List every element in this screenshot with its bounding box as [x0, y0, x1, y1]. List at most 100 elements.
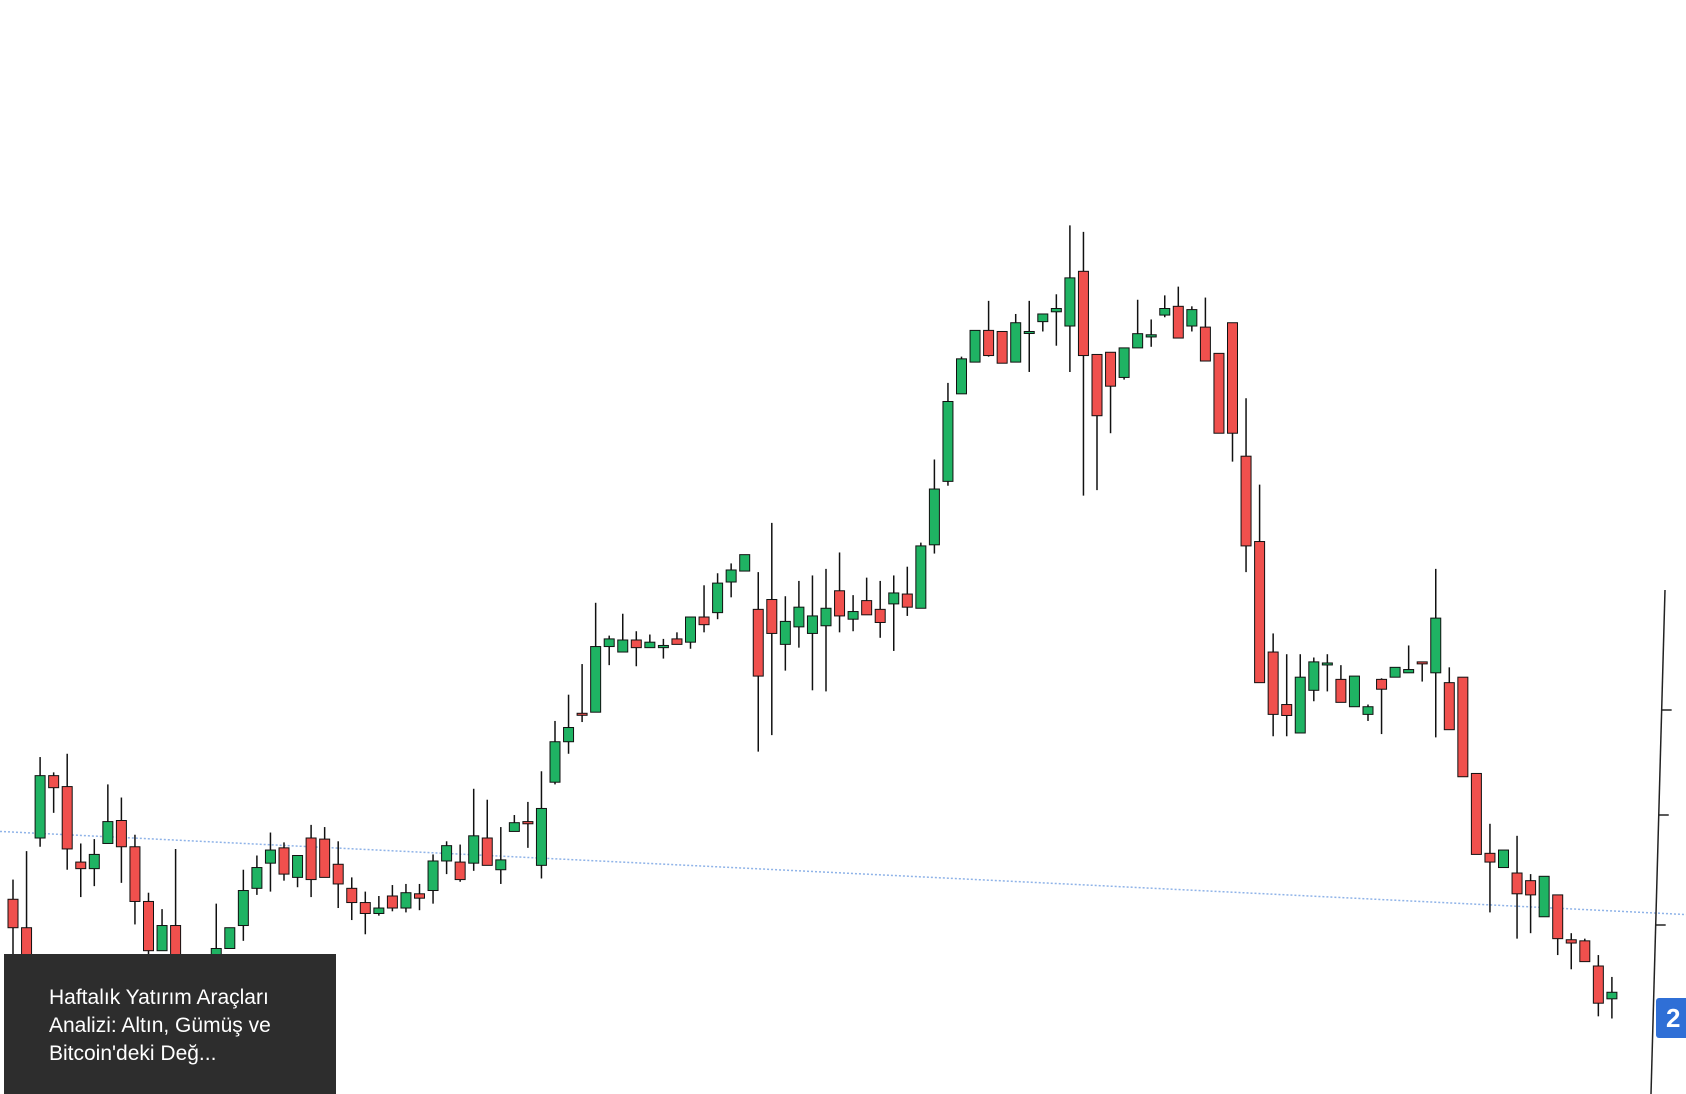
candle [522, 801, 534, 848]
candle [983, 300, 995, 357]
candle [1105, 351, 1117, 434]
candle-body-down [454, 861, 466, 881]
candle-body-down [522, 821, 534, 825]
candle [278, 842, 290, 881]
candle-body-down [346, 887, 358, 904]
candle-body-up [1498, 849, 1509, 869]
candle [535, 771, 547, 879]
candle-body-up [1132, 333, 1144, 349]
candle [752, 572, 764, 752]
candle-body-down [861, 600, 873, 616]
candle-body-up [739, 554, 751, 572]
caption-text[interactable]: Haftalık Yatırım Araçları Analizi: Altın… [49, 986, 271, 1065]
candle-body-down [319, 838, 331, 878]
candle-body-up [1145, 334, 1157, 338]
candle [34, 757, 46, 847]
candle-body-down [1091, 353, 1103, 417]
candle [48, 772, 60, 813]
candle-body-up [237, 890, 249, 927]
candle-body-down [481, 837, 493, 866]
candle-body-down [752, 608, 764, 677]
candle-body-down [1443, 682, 1455, 731]
candle [969, 329, 981, 363]
candle [346, 877, 358, 921]
candle [576, 664, 588, 723]
candle [386, 885, 398, 912]
candle [441, 841, 453, 875]
candle-body-up [1159, 308, 1171, 316]
candle [725, 563, 737, 598]
candle [1552, 894, 1564, 956]
trendline [0, 830, 1686, 916]
candle [1498, 849, 1509, 869]
article-caption[interactable]: Haftalık Yatırım Araçları Analizi: Altın… [4, 954, 336, 1094]
candle [820, 568, 832, 692]
candle [806, 575, 818, 691]
candle-body-up [820, 607, 832, 627]
candle [156, 909, 168, 952]
candle-body-down [983, 329, 995, 357]
candle-body-up [847, 611, 859, 620]
candle [1227, 322, 1238, 462]
candle-body-up [102, 821, 114, 844]
candle-body-up [508, 822, 520, 832]
candle-body-up [1037, 313, 1049, 323]
candle-body-up [1389, 666, 1401, 678]
candle-body-down [1254, 541, 1266, 684]
candle-body-up [942, 400, 954, 482]
candle-body-up [292, 855, 304, 878]
candle [7, 879, 19, 960]
candle-body-down [1416, 661, 1428, 665]
candle [739, 554, 751, 572]
candle-body-up [685, 616, 696, 643]
candle-body-up [888, 592, 900, 605]
candle-body-up [969, 329, 981, 363]
candle-body-up [1023, 330, 1035, 334]
candle-body-up [1403, 669, 1415, 674]
candle [1145, 319, 1157, 347]
candle [1037, 313, 1049, 332]
candle [373, 895, 385, 916]
price-axis-ticks [1655, 709, 1672, 926]
candle-body-up [1118, 347, 1130, 378]
candle-body-down [1199, 326, 1211, 362]
candle-body-down [115, 820, 127, 848]
candle-body-down [143, 900, 154, 952]
candle-body-down [359, 902, 371, 914]
candle [1538, 875, 1550, 918]
candle [61, 753, 73, 870]
candle-body-up [1430, 617, 1442, 674]
candle [793, 580, 805, 648]
candle-body-up [1050, 308, 1062, 313]
candle [1376, 678, 1388, 735]
candle-body-down [834, 590, 846, 617]
candle-body-down [1077, 270, 1089, 357]
candle-body-down [1525, 880, 1537, 896]
candle [1254, 484, 1266, 684]
candle-body-up [535, 807, 547, 866]
candle [603, 635, 615, 666]
candle-body-down [75, 861, 87, 870]
candle-body-down [671, 638, 683, 645]
candle-body-down [1511, 872, 1523, 895]
candle [1132, 299, 1144, 349]
candle-body-down [576, 712, 588, 716]
candle-body-down [1281, 704, 1293, 716]
candle-body-up [915, 545, 927, 609]
candle-body-up [156, 925, 168, 952]
candle [928, 459, 940, 554]
candle-body-down [386, 895, 398, 909]
candle [1430, 568, 1442, 738]
candle [685, 616, 696, 649]
candle [1389, 666, 1401, 678]
candle-body-up [251, 867, 263, 889]
candle [888, 575, 900, 651]
candle [1592, 955, 1604, 1017]
candle-body-down [1592, 965, 1604, 1004]
candle-body-down [1172, 305, 1184, 339]
candle [644, 634, 656, 649]
candle [1077, 231, 1089, 496]
candle [915, 542, 927, 609]
candle [901, 566, 913, 616]
candle-body-down [305, 837, 317, 881]
